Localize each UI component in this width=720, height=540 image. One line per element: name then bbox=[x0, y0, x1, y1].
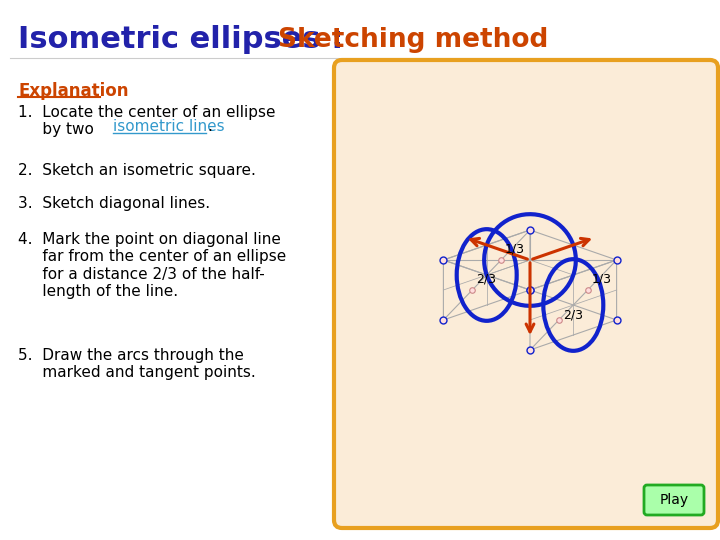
Text: 1.  Locate the center of an ellipse
     by two: 1. Locate the center of an ellipse by tw… bbox=[18, 105, 276, 137]
Text: isometric lines: isometric lines bbox=[113, 119, 225, 134]
Text: 5.  Draw the arcs through the
     marked and tangent points.: 5. Draw the arcs through the marked and … bbox=[18, 348, 256, 380]
Text: 2/3: 2/3 bbox=[476, 273, 496, 286]
Text: 2.  Sketch an isometric square.: 2. Sketch an isometric square. bbox=[18, 163, 256, 178]
Text: 1/3: 1/3 bbox=[592, 273, 612, 286]
Text: Explanation: Explanation bbox=[18, 82, 128, 100]
Text: Play: Play bbox=[660, 493, 688, 507]
Text: 1/3: 1/3 bbox=[505, 243, 525, 256]
Text: Sketching method: Sketching method bbox=[278, 27, 549, 53]
FancyBboxPatch shape bbox=[334, 60, 718, 528]
Text: Isometric ellipses :: Isometric ellipses : bbox=[18, 25, 354, 55]
Text: 4.  Mark the point on diagonal line
     far from the center of an ellipse
     : 4. Mark the point on diagonal line far f… bbox=[18, 232, 287, 299]
Text: 3.  Sketch diagonal lines.: 3. Sketch diagonal lines. bbox=[18, 196, 210, 211]
Text: 2/3: 2/3 bbox=[563, 309, 583, 322]
Text: .: . bbox=[207, 119, 212, 134]
FancyBboxPatch shape bbox=[644, 485, 704, 515]
